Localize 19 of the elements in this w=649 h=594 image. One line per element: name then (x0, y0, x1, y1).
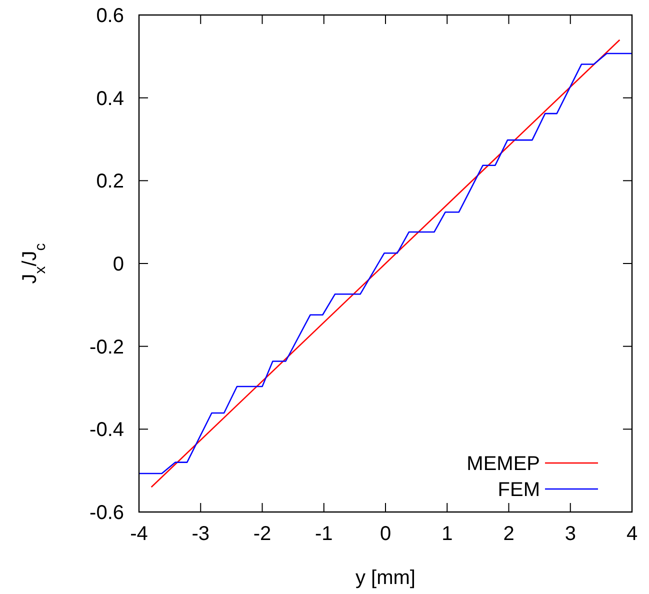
y-tick-label: -0.6 (90, 502, 124, 524)
x-tick-label: -1 (314, 523, 333, 545)
x-tick-label: -2 (253, 523, 272, 545)
x-tick-label: 1 (442, 523, 453, 545)
x-tick-label: 2 (503, 523, 514, 545)
y-tick-label: 0.6 (96, 5, 124, 27)
x-axis-title: y [mm] (356, 567, 416, 589)
x-tick-label: 3 (564, 523, 576, 545)
legend-label: FEM (498, 479, 540, 501)
y-tick-label: 0 (112, 254, 124, 276)
y-tick-label: -0.2 (90, 336, 124, 358)
x-tick-label: 0 (380, 523, 392, 545)
x-tick-label: -3 (192, 523, 210, 545)
x-tick-label: 4 (626, 523, 638, 545)
x-tick-label: -4 (130, 523, 148, 545)
legend-label: MEMEP (466, 453, 540, 475)
y-tick-label: 0.2 (96, 170, 124, 193)
y-tick-label: 0.4 (96, 88, 124, 110)
y-tick-label: -0.4 (90, 419, 124, 442)
